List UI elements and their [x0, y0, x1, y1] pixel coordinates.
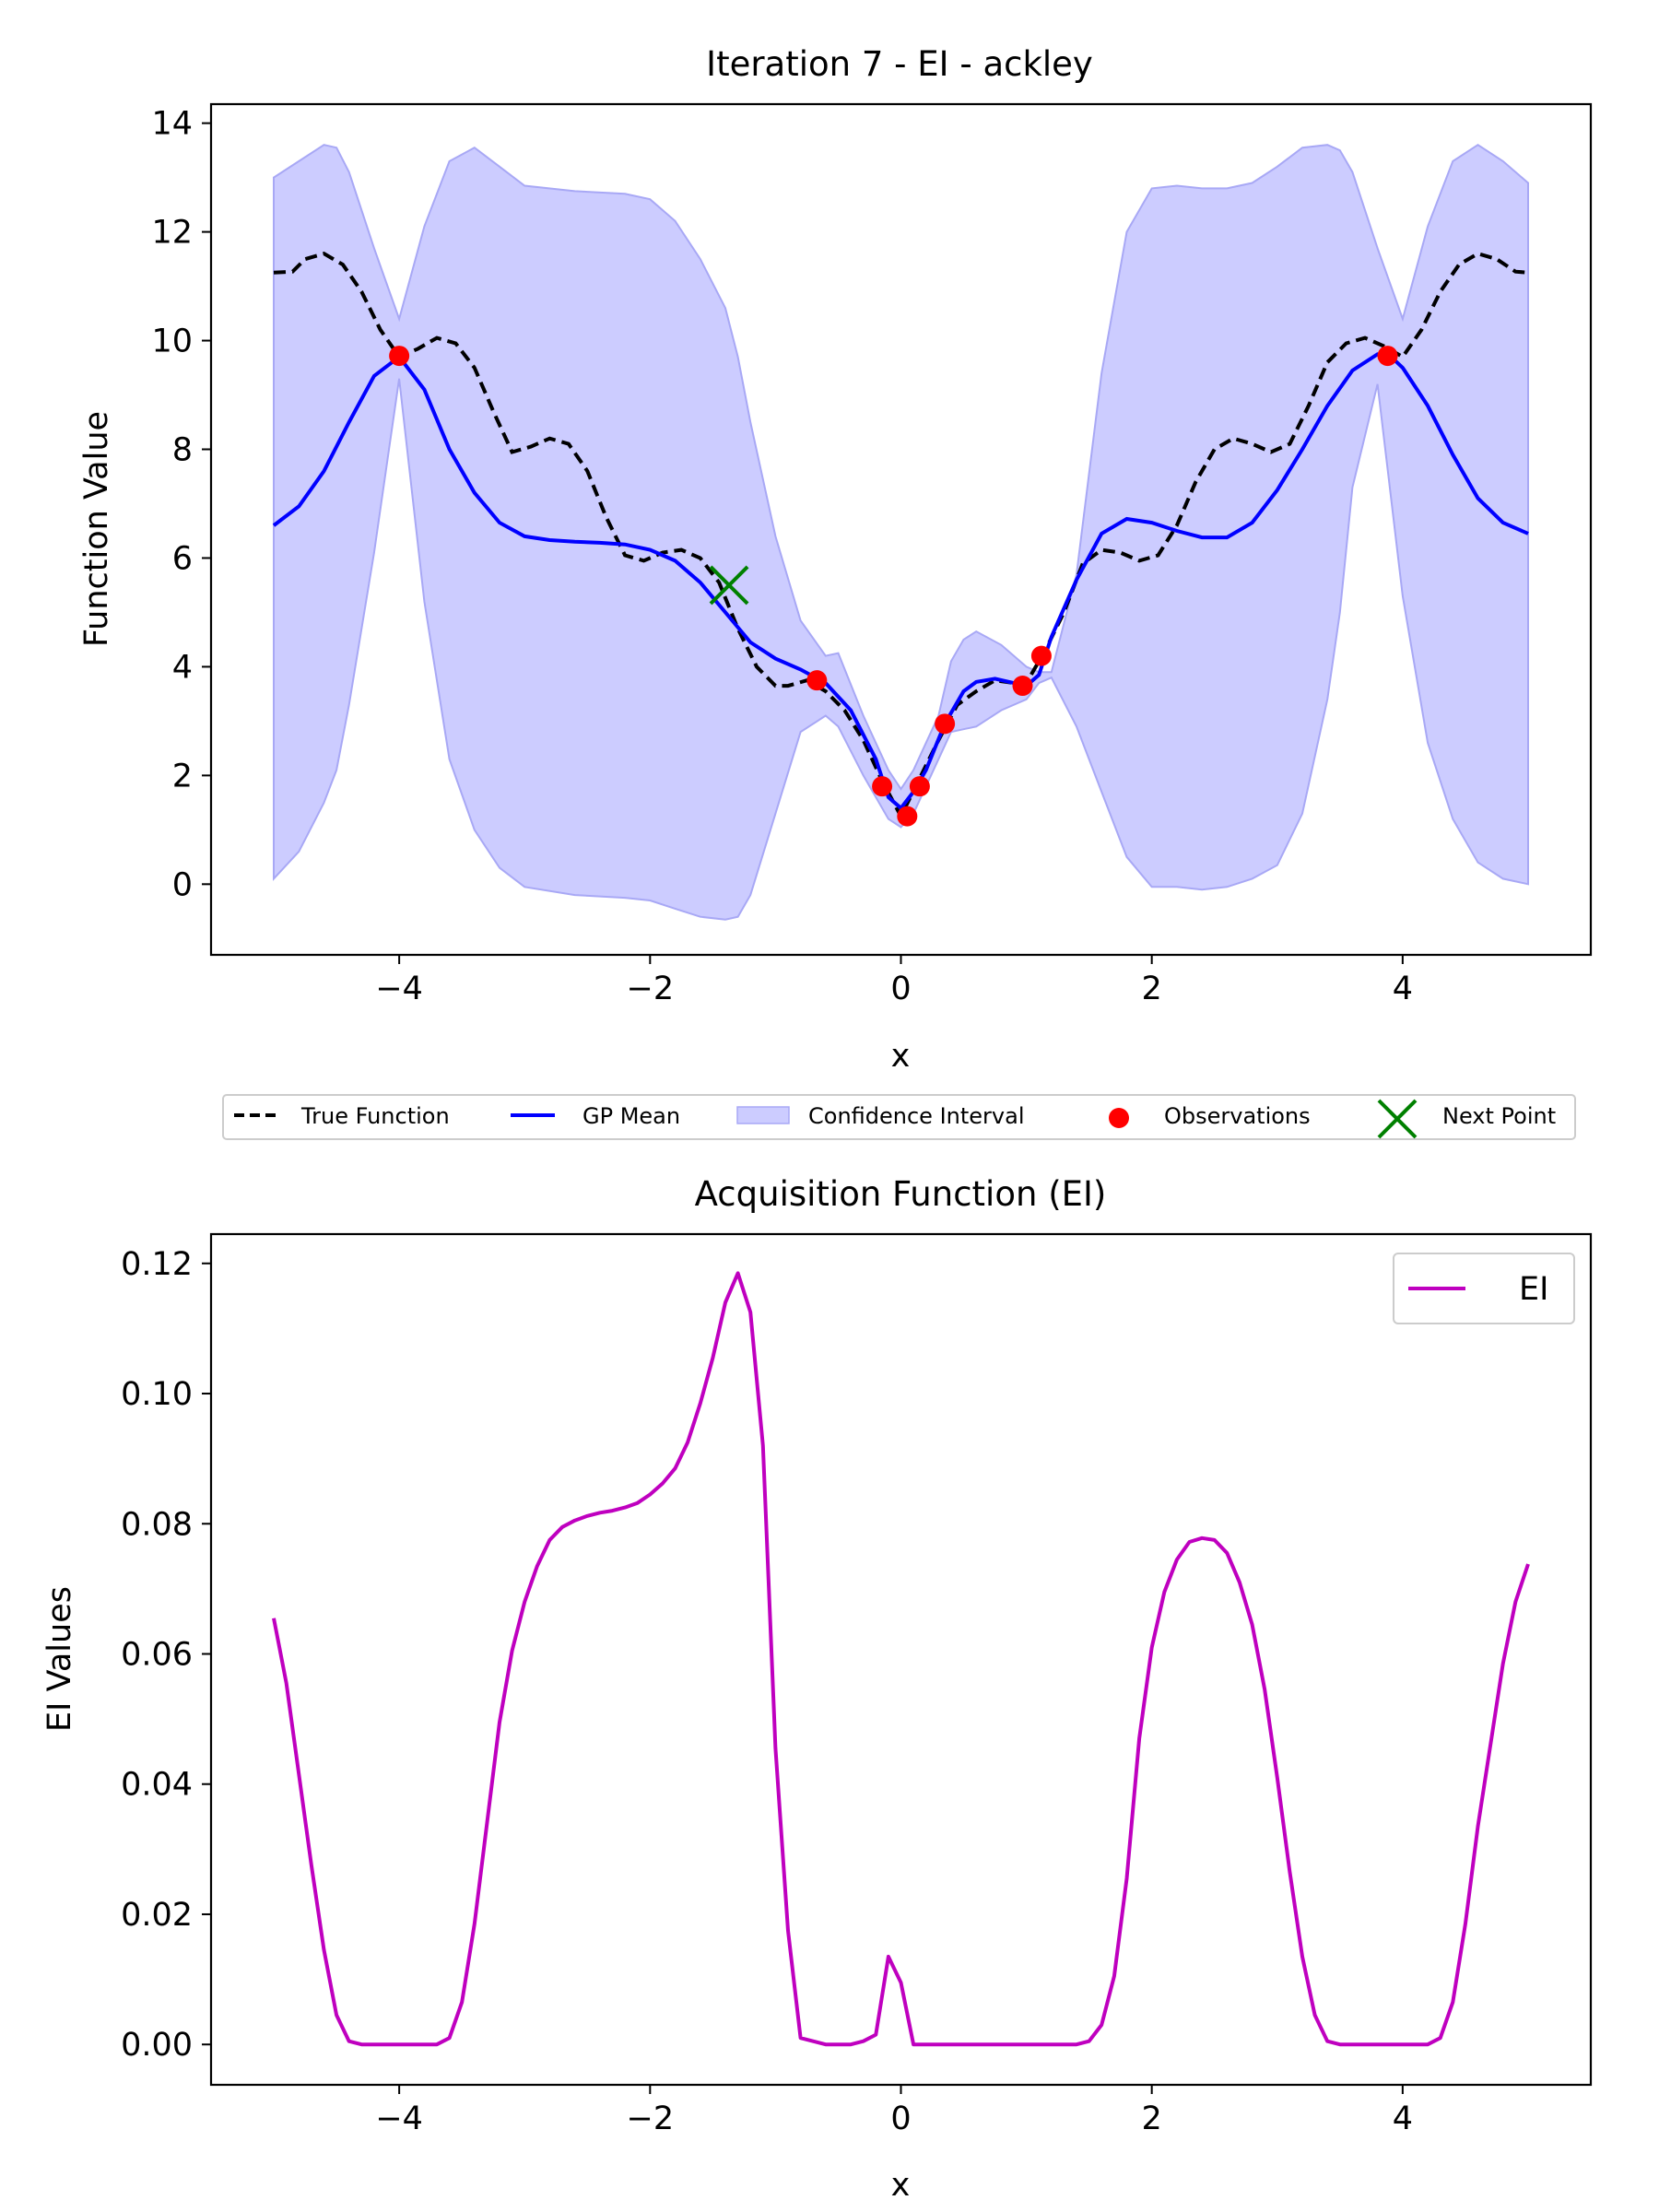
top-x-axis-label: x	[891, 1038, 911, 1075]
bottom-y-tick-label: 0.12	[121, 1246, 193, 1283]
bottom-y-tick-label: 0.08	[121, 1506, 193, 1543]
legend-entry-gp-mean: GP Mean	[511, 1103, 680, 1129]
next-point-marker	[709, 565, 749, 606]
bottom-y-tick-label: 0.10	[121, 1376, 193, 1413]
observation-point	[909, 776, 930, 797]
top-y-tick-label: 12	[151, 215, 193, 252]
ei-legend-frame	[1393, 1253, 1575, 1324]
top-x-tick-label: −2	[627, 971, 675, 1007]
gp-mean-line	[272, 352, 1529, 811]
bottom-legend: EI	[1393, 1253, 1575, 1324]
observation-point	[1030, 645, 1052, 666]
top-y-tick-label: 10	[151, 324, 193, 360]
ei-line	[272, 1271, 1530, 2047]
legend-entry-confidence-interval: Confidence Interval	[736, 1103, 1024, 1129]
top-y-tick-label: 4	[172, 649, 193, 686]
bottom-chart-title: Acquisition Function (EI)	[695, 1174, 1107, 1214]
ei-legend-label: EI	[1519, 1271, 1548, 1308]
top-y-tick-label: 14	[151, 106, 193, 143]
legend-label-next-point: Next Point	[1442, 1103, 1556, 1129]
top-y-tick-label: 2	[172, 758, 193, 794]
observation-point	[872, 776, 893, 797]
top-y-tick-label: 0	[172, 866, 193, 903]
observation-point	[935, 713, 956, 735]
legend-label-gp-mean: GP Mean	[582, 1103, 680, 1129]
observation-point	[806, 670, 828, 691]
bottom-x-tick-label: 2	[1142, 2100, 1162, 2137]
confidence-interval-band	[273, 144, 1529, 921]
top-y-tick-label: 8	[172, 432, 193, 469]
top-x-tick-label: 4	[1393, 971, 1413, 1007]
top-y-tick-label: 6	[172, 540, 193, 577]
legend-entry-observations: Observations	[1109, 1103, 1311, 1129]
legend-entry-next-point: Next Point	[1377, 1099, 1556, 1139]
top-x-tick-label: 0	[890, 971, 911, 1007]
top-y-axis-label: Function Value	[78, 411, 115, 647]
top-chart-title: Iteration 7 - EI - ackley	[706, 44, 1093, 84]
bottom-y-tick-label: 0.04	[121, 1767, 193, 1804]
legend-entry-true-function: True Function	[234, 1103, 450, 1129]
top-x-tick-label: −4	[375, 971, 423, 1007]
bottom-x-tick-label: 4	[1393, 2100, 1413, 2137]
bottom-y-axis-label: EI Values	[41, 1586, 78, 1732]
bottom-x-axis-label: x	[891, 2167, 911, 2204]
bottom-x-tick-label: −4	[375, 2100, 423, 2137]
observation-point	[389, 346, 410, 367]
top-x-tick-label: 2	[1142, 971, 1162, 1007]
legend-label-true-function: True Function	[300, 1103, 450, 1129]
legend-label-observations: Observations	[1164, 1103, 1311, 1129]
observation-point	[1012, 676, 1033, 697]
bottom-x-tick-label: 0	[890, 2100, 911, 2137]
top-chart: Iteration 7 - EI - ackley −4 −2 0 2 4 0 2 4 6 8 10…	[78, 44, 1593, 1075]
observation-point	[897, 806, 918, 827]
bottom-x-tick-label: −2	[627, 2100, 675, 2137]
bottom-y-tick-label: 0.02	[121, 1897, 193, 1934]
observation-point	[1377, 346, 1398, 367]
legend-label-confidence-interval: Confidence Interval	[808, 1103, 1024, 1129]
legend-frame	[222, 1094, 1576, 1140]
bottom-y-tick-label: 0.00	[121, 2027, 193, 2064]
bottom-y-tick-label: 0.06	[121, 1636, 193, 1673]
bottom-chart: Acquisition Function (EI) −4 −2 0 2 4 0.00 0.0…	[41, 1174, 1593, 2204]
top-legend: True Function GP Mean Confidence Interva…	[222, 1094, 1576, 1140]
